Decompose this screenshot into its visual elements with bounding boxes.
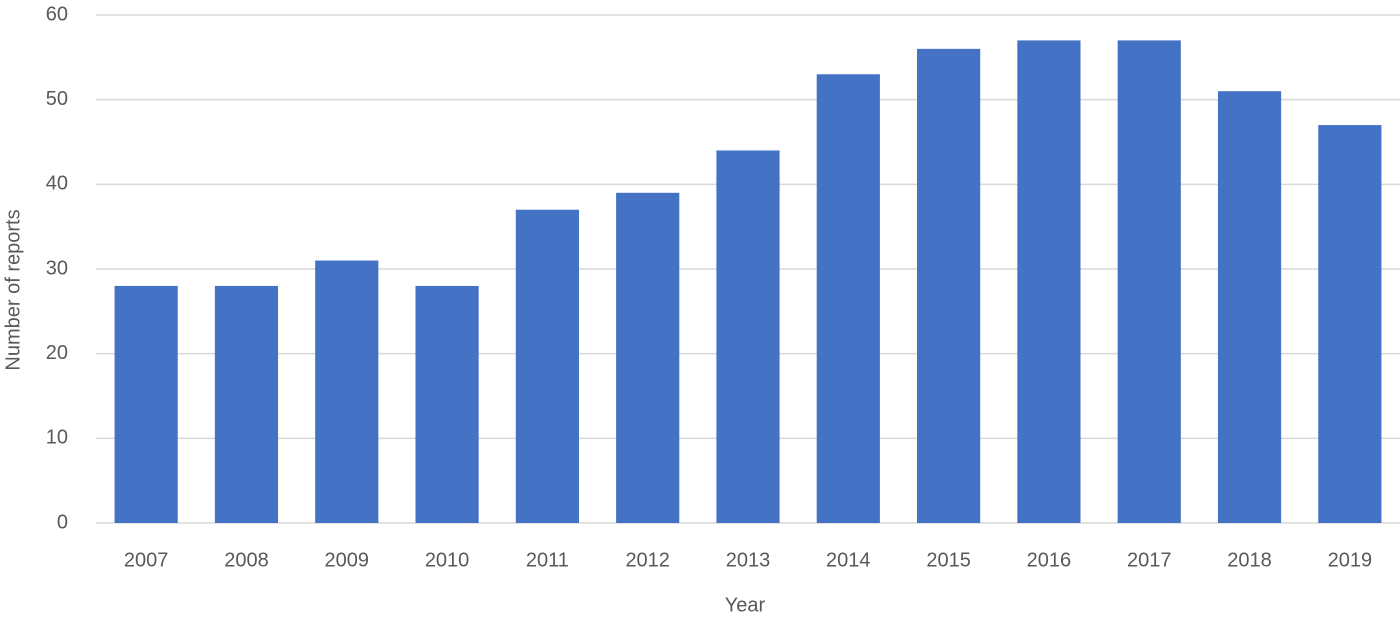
y-tick-label: 60	[46, 3, 68, 25]
bar	[716, 150, 780, 523]
bar	[415, 285, 479, 523]
x-tick-label: 2014	[826, 549, 871, 571]
x-tick-label: 2018	[1227, 549, 1272, 571]
bar	[616, 192, 680, 524]
bar	[315, 260, 379, 523]
x-tick-label: 2019	[1328, 549, 1373, 571]
x-axis-label: Year	[725, 594, 766, 616]
x-tick-label: 2011	[526, 549, 569, 571]
x-tick-label: 2017	[1127, 549, 1172, 571]
y-tick-label: 10	[46, 427, 68, 449]
bar	[1318, 125, 1382, 524]
x-tick-label: 2007	[124, 549, 169, 571]
y-axis-label: Number of reports	[2, 209, 24, 370]
bar	[917, 48, 981, 523]
bar	[515, 209, 579, 523]
y-tick-label: 20	[46, 342, 68, 364]
y-tick-label: 0	[57, 511, 68, 533]
x-tick-label: 2016	[1027, 549, 1072, 571]
bar	[1117, 40, 1181, 524]
x-tick-label: 2009	[325, 549, 370, 571]
y-tick-label: 50	[46, 88, 68, 110]
y-tick-label: 30	[46, 257, 68, 279]
x-tick-label: 2010	[425, 549, 470, 571]
x-tick-label: 2008	[224, 549, 269, 571]
x-tick-label: 2015	[926, 549, 971, 571]
y-tick-label: 40	[46, 173, 68, 195]
bar	[816, 74, 880, 524]
bar	[114, 285, 178, 523]
bar	[214, 285, 279, 523]
x-tick-label: 2012	[625, 549, 670, 571]
bar	[1217, 91, 1282, 523]
bar	[1017, 40, 1081, 524]
x-tick-label: 2013	[726, 549, 771, 571]
